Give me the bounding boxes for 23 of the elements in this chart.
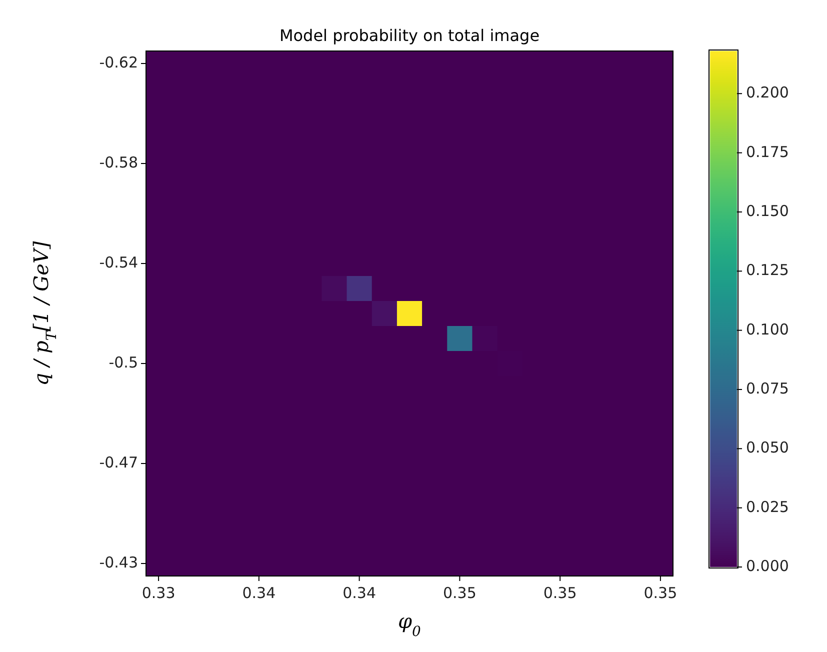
color-bar-label: 0.075 [746,380,789,398]
y-tick-label: -0.43 [99,554,138,572]
x-tick-label: 0.35 [543,584,577,602]
y-tick-label: -0.5 [108,354,138,372]
color-bar-label: 0.200 [746,84,789,102]
color-bar-label: 0.100 [746,320,789,338]
color-bar-label: 0.025 [746,498,789,516]
x-tick-label: 0.35 [442,584,476,602]
y-tick-label: -0.54 [99,254,138,272]
x-tick-label: 0.35 [644,584,678,602]
y-tick-label: -0.62 [99,54,138,72]
color-bar-label: 0.175 [746,142,789,161]
x-axis-title: φ$_{0}$ [398,609,422,640]
color-bar-label: 0.000 [746,557,789,576]
color-bar-label: 0.150 [746,202,789,220]
x-tick-label: 0.33 [142,584,176,602]
chart-title: Model probability on total image [279,26,540,45]
y-tick-label: -0.58 [99,154,138,172]
x-tick-label: 0.34 [342,584,376,602]
color-bar-label: 0.125 [746,261,789,280]
y-tick-label: -0.47 [99,454,138,472]
color-bar-label: 0.050 [746,438,789,457]
x-tick-label: 0.34 [242,584,276,602]
